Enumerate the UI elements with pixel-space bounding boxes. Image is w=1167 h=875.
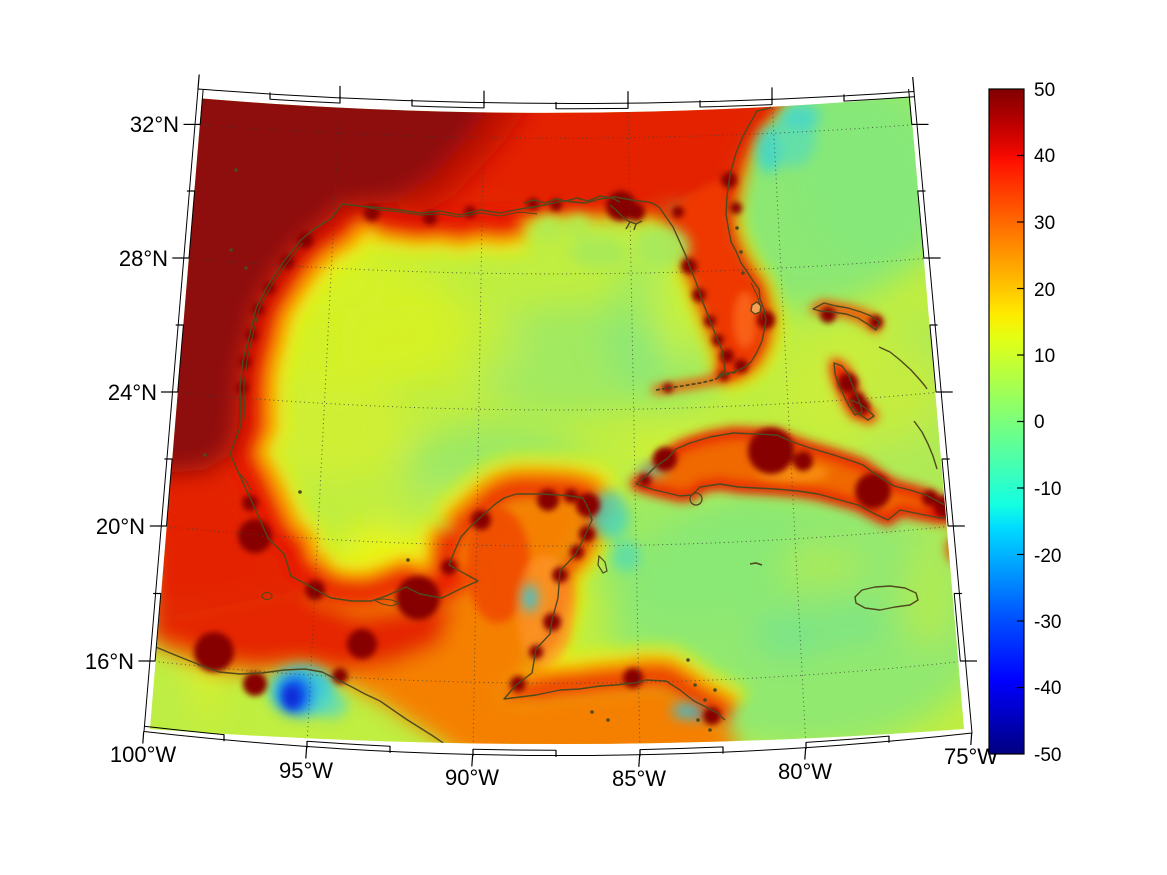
svg-text:-50: -50 [1034,745,1061,766]
svg-text:85°W: 85°W [612,766,666,791]
svg-text:32°N: 32°N [130,112,179,137]
svg-text:0: 0 [1034,412,1045,433]
svg-text:90°W: 90°W [445,765,499,790]
svg-text:28°N: 28°N [119,246,168,271]
svg-text:-10: -10 [1034,479,1061,500]
svg-text:95°W: 95°W [279,758,333,783]
svg-text:50: 50 [1034,80,1055,101]
svg-text:16°N: 16°N [85,649,134,674]
svg-text:20: 20 [1034,280,1055,301]
svg-text:20°N: 20°N [96,514,145,539]
svg-text:30: 30 [1034,213,1055,234]
svg-text:40: 40 [1034,146,1055,167]
svg-text:80°W: 80°W [778,759,832,784]
svg-text:-20: -20 [1034,546,1061,567]
svg-text:24°N: 24°N [108,380,157,405]
svg-text:-40: -40 [1034,678,1061,699]
svg-text:-30: -30 [1034,612,1061,633]
svg-text:100°W: 100°W [110,742,177,767]
svg-text:10: 10 [1034,346,1055,367]
